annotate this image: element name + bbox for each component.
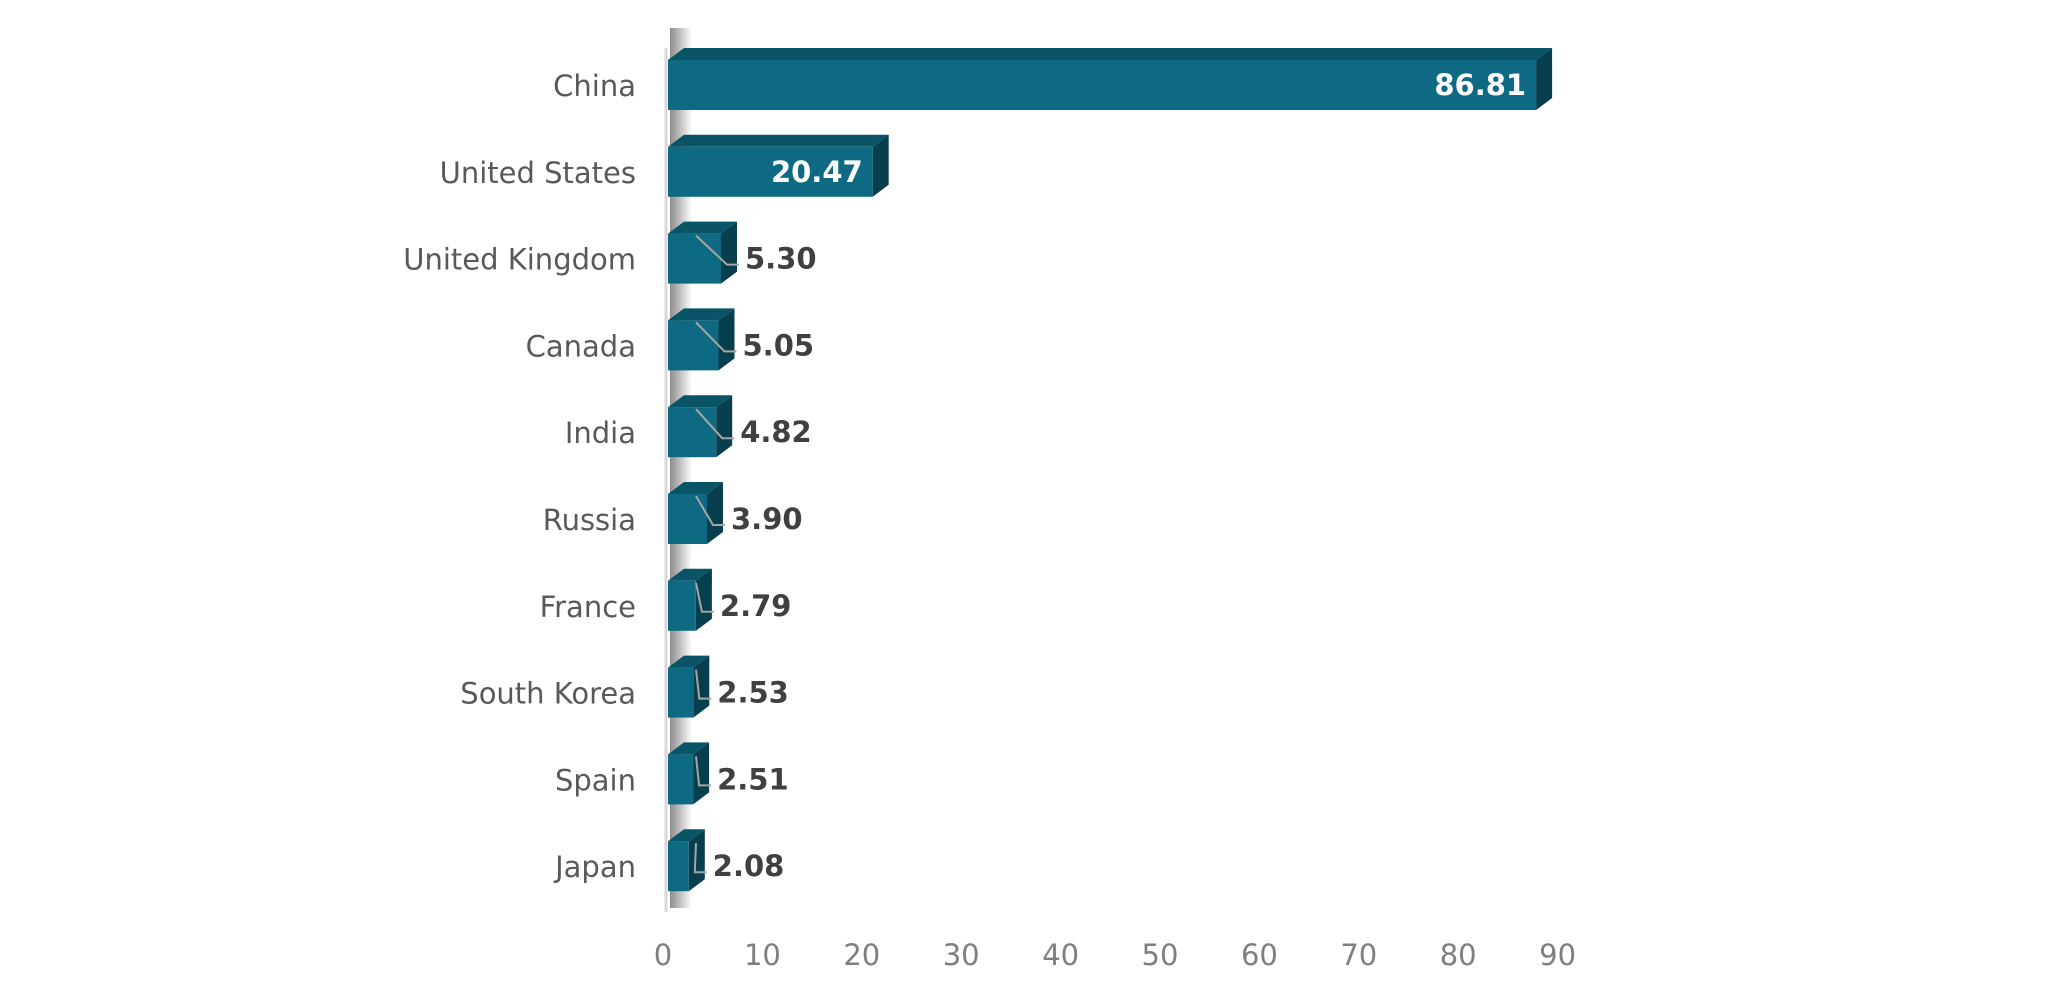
data-label: 2.51 <box>717 762 789 796</box>
bar-south-korea <box>668 655 710 718</box>
leader-line <box>695 321 737 353</box>
category-label: Spain <box>555 763 636 797</box>
bars-layer <box>668 48 1553 892</box>
data-label: 2.79 <box>720 589 792 623</box>
bar-side-face <box>716 395 733 458</box>
leader-line <box>695 234 739 266</box>
bar-top-face <box>668 568 712 581</box>
bar <box>668 60 1537 110</box>
bar <box>668 320 719 371</box>
bar-top-face <box>668 655 710 668</box>
category-label: United Kingdom <box>403 243 636 277</box>
bar-france <box>668 568 712 631</box>
category-label: India <box>565 416 636 450</box>
labels-layer: China 86.81 United States 20.47 United Kingd… <box>403 68 1526 884</box>
x-tick-label: 0 <box>654 938 672 972</box>
bar <box>668 407 717 458</box>
bar-side-face <box>693 655 710 718</box>
bar-side-face <box>721 221 737 284</box>
data-label: 2.08 <box>713 849 785 883</box>
bar <box>668 580 696 631</box>
bar-side-face <box>1536 48 1553 110</box>
x-tick-label: 70 <box>1340 938 1377 972</box>
bar-canada <box>668 308 735 371</box>
bar-side-face <box>695 568 712 631</box>
data-label: 5.30 <box>745 242 817 276</box>
bar-side-face <box>718 308 735 371</box>
data-label: 20.47 <box>771 155 863 189</box>
bar-top-face <box>668 829 705 842</box>
x-tick-label: 60 <box>1241 938 1278 972</box>
bar-side-face <box>707 482 723 544</box>
bar <box>668 494 707 544</box>
leader-line <box>693 843 707 874</box>
x-tick-label: 80 <box>1440 938 1477 972</box>
x-tick-label: 30 <box>943 938 980 972</box>
bar-spain <box>668 742 710 805</box>
bar-side-face <box>872 134 889 197</box>
bar <box>668 667 694 718</box>
bar-top-face <box>668 221 737 234</box>
bar-top-face <box>668 308 735 321</box>
bar <box>668 146 873 197</box>
bar-india <box>668 395 733 458</box>
x-tick-label: 90 <box>1539 938 1576 972</box>
data-label: 3.90 <box>731 502 803 536</box>
bar-top-face <box>668 395 733 408</box>
category-label: Canada <box>526 329 636 363</box>
data-label: 5.05 <box>743 328 815 362</box>
bar <box>668 233 721 284</box>
bar-top-face <box>668 134 889 147</box>
leader-line <box>695 756 712 787</box>
data-label: 4.82 <box>740 415 812 449</box>
leader-line <box>695 495 725 526</box>
leader-line <box>695 669 712 700</box>
bar-russia <box>668 482 723 544</box>
category-label: France <box>540 590 636 624</box>
bar <box>668 841 689 892</box>
leader-line <box>695 582 714 613</box>
data-label: 86.81 <box>1434 68 1526 102</box>
leader-line <box>695 408 735 440</box>
category-label: Russia <box>543 503 636 537</box>
bar-japan <box>668 829 705 892</box>
bar-united-kingdom <box>668 221 737 284</box>
x-tick-label: 40 <box>1042 938 1079 972</box>
bar <box>668 754 694 805</box>
bar-china <box>668 48 1553 110</box>
data-label: 2.53 <box>717 676 789 710</box>
bar-top-face <box>668 742 710 755</box>
x-tick-label: 20 <box>843 938 880 972</box>
category-label: Japan <box>553 850 636 884</box>
x-tick-label: 10 <box>744 938 781 972</box>
bar-top-face <box>668 482 723 494</box>
bar-side-face <box>688 829 705 892</box>
bar-united-states <box>668 134 889 197</box>
category-label: South Korea <box>460 677 636 711</box>
bar-top-face <box>668 48 1553 60</box>
x-tick-label: 50 <box>1142 938 1179 972</box>
category-label: United States <box>440 156 636 190</box>
category-label: China <box>553 69 636 103</box>
